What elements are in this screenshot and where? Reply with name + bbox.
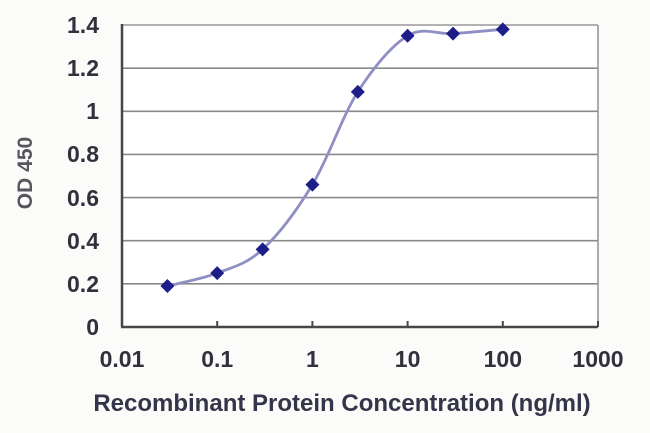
y-axis-title: OD 450 xyxy=(14,136,37,210)
y-tick-label: 1.4 xyxy=(67,12,99,38)
x-tick-label: 0.1 xyxy=(201,346,234,372)
y-tick-label: 0.2 xyxy=(67,270,99,297)
y-tick-label: 0.8 xyxy=(67,141,99,168)
y-tick-label: 0.6 xyxy=(67,184,99,211)
y-tick-label: 1.2 xyxy=(67,55,99,82)
x-tick-label: 0.01 xyxy=(99,346,145,372)
x-axis-title: Recombinant Protein Concentration (ng/ml… xyxy=(93,390,591,417)
x-tick-label: 10 xyxy=(394,346,421,372)
y-tick-label: 0.4 xyxy=(67,227,99,254)
y-tick-label: 0 xyxy=(86,314,99,340)
x-tick-label: 1000 xyxy=(572,346,624,372)
x-tick-label: 1 xyxy=(305,346,319,372)
y-tick-label: 1 xyxy=(86,98,99,125)
x-tick-label: 100 xyxy=(483,346,522,372)
